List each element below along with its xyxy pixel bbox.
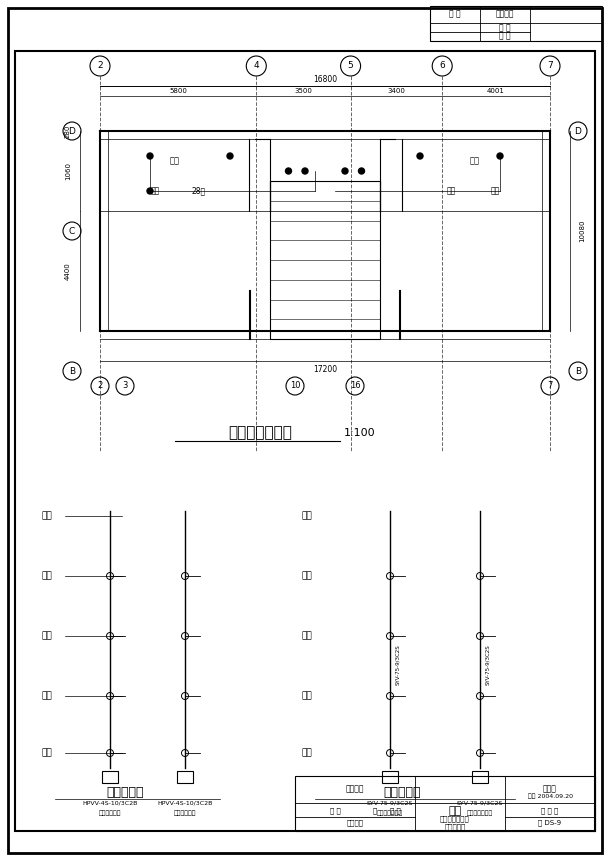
Bar bbox=[102, 771, 118, 783]
Text: HPVV-4S-10/3C2B: HPVV-4S-10/3C2B bbox=[157, 801, 213, 806]
Circle shape bbox=[359, 168, 365, 174]
Text: 五层弱电平面图: 五层弱电平面图 bbox=[228, 425, 292, 441]
Circle shape bbox=[147, 153, 153, 159]
Text: 五层: 五层 bbox=[41, 511, 52, 521]
Text: 设 计: 设 计 bbox=[390, 808, 400, 815]
Text: 四层: 四层 bbox=[41, 572, 52, 580]
Text: SYV-75-9/3C2S: SYV-75-9/3C2S bbox=[395, 644, 401, 684]
Text: 5800: 5800 bbox=[169, 88, 187, 94]
Text: SYV-75-9/3C2S: SYV-75-9/3C2S bbox=[457, 801, 503, 806]
Text: 5: 5 bbox=[348, 61, 353, 71]
Bar bbox=[382, 771, 398, 783]
Text: 三层: 三层 bbox=[301, 631, 312, 641]
Text: 号 DS-9: 号 DS-9 bbox=[539, 820, 562, 827]
Bar bbox=[177, 771, 193, 783]
Text: 一层: 一层 bbox=[301, 748, 312, 758]
Text: 日期 2004.09.20: 日期 2004.09.20 bbox=[528, 793, 573, 799]
Text: 电视系统图: 电视系统图 bbox=[384, 786, 422, 800]
Text: 4: 4 bbox=[254, 61, 259, 71]
Text: 弱平衡电话网: 弱平衡电话网 bbox=[174, 810, 196, 815]
Text: 说明图纸: 说明图纸 bbox=[496, 9, 514, 18]
Text: 版 别: 版 别 bbox=[499, 23, 511, 33]
Text: 电话系统图: 电话系统图 bbox=[106, 786, 144, 800]
Text: 五层弱电平面图
弱电系统图: 五层弱电平面图 弱电系统图 bbox=[440, 816, 470, 830]
Text: 280: 280 bbox=[65, 124, 71, 138]
Text: HPVV-4S-10/3C2B: HPVV-4S-10/3C2B bbox=[82, 801, 138, 806]
Text: 2: 2 bbox=[97, 61, 103, 71]
Text: 3400: 3400 bbox=[387, 88, 405, 94]
Bar bbox=[270, 181, 380, 339]
Text: 10080: 10080 bbox=[579, 220, 585, 242]
Circle shape bbox=[497, 153, 503, 159]
Text: 一层: 一层 bbox=[41, 748, 52, 758]
Text: 二层: 二层 bbox=[41, 691, 52, 701]
Text: 阶 段 图: 阶 段 图 bbox=[542, 808, 559, 815]
Circle shape bbox=[285, 168, 292, 174]
Text: 16: 16 bbox=[350, 381, 361, 391]
Text: 出版单: 出版单 bbox=[543, 784, 557, 794]
Text: 4400: 4400 bbox=[65, 262, 71, 280]
Text: 10: 10 bbox=[290, 381, 300, 391]
Text: 三层: 三层 bbox=[41, 631, 52, 641]
Text: 页 次: 页 次 bbox=[499, 32, 511, 40]
Text: 6: 6 bbox=[439, 61, 445, 71]
Text: 17200: 17200 bbox=[313, 364, 337, 374]
Text: 设 置: 设 置 bbox=[449, 9, 461, 18]
Text: B: B bbox=[575, 367, 581, 375]
Text: 阳台: 阳台 bbox=[151, 187, 160, 195]
Text: 7: 7 bbox=[547, 61, 553, 71]
Text: C: C bbox=[69, 226, 75, 236]
Text: 四层: 四层 bbox=[301, 572, 312, 580]
Text: SYV-75-9/3C2S: SYV-75-9/3C2S bbox=[486, 644, 490, 684]
Circle shape bbox=[302, 168, 308, 174]
Text: 1060: 1060 bbox=[65, 162, 71, 180]
Text: 2: 2 bbox=[98, 381, 102, 391]
Text: 私宅: 私宅 bbox=[448, 806, 462, 816]
Text: 28间: 28间 bbox=[192, 187, 206, 195]
Text: D: D bbox=[575, 127, 581, 135]
Text: 衣柜: 衣柜 bbox=[447, 187, 456, 195]
Text: 阳台: 阳台 bbox=[490, 187, 500, 195]
Text: 卧室: 卧室 bbox=[470, 157, 480, 165]
Text: 7: 7 bbox=[547, 381, 553, 391]
Text: 参考综合电视网: 参考综合电视网 bbox=[467, 810, 493, 815]
Text: 参考综合电视网: 参考综合电视网 bbox=[377, 810, 403, 815]
Text: 二层: 二层 bbox=[301, 691, 312, 701]
Circle shape bbox=[147, 188, 153, 194]
Text: 校: 校 bbox=[373, 808, 377, 815]
Text: SYV-75-9/3C2S: SYV-75-9/3C2S bbox=[367, 801, 413, 806]
Text: 五层: 五层 bbox=[301, 511, 312, 521]
Bar bbox=[472, 771, 488, 783]
Text: 3500: 3500 bbox=[295, 88, 312, 94]
Circle shape bbox=[417, 153, 423, 159]
Text: B: B bbox=[69, 367, 75, 375]
Text: 弱平衡电话网: 弱平衡电话网 bbox=[99, 810, 121, 815]
Circle shape bbox=[342, 168, 348, 174]
Text: 主 设: 主 设 bbox=[329, 808, 340, 815]
Text: 16800: 16800 bbox=[313, 76, 337, 84]
Circle shape bbox=[227, 153, 233, 159]
Text: D: D bbox=[68, 127, 76, 135]
Text: 编制单位: 编制单位 bbox=[346, 784, 364, 794]
Bar bbox=[295, 776, 595, 831]
Text: 卧室: 卧室 bbox=[170, 157, 180, 165]
Text: 图名小时: 图名小时 bbox=[346, 820, 364, 827]
Text: 1:100: 1:100 bbox=[344, 428, 376, 438]
Text: 3: 3 bbox=[123, 381, 127, 391]
Bar bbox=[430, 6, 602, 41]
Text: 4001: 4001 bbox=[487, 88, 505, 94]
